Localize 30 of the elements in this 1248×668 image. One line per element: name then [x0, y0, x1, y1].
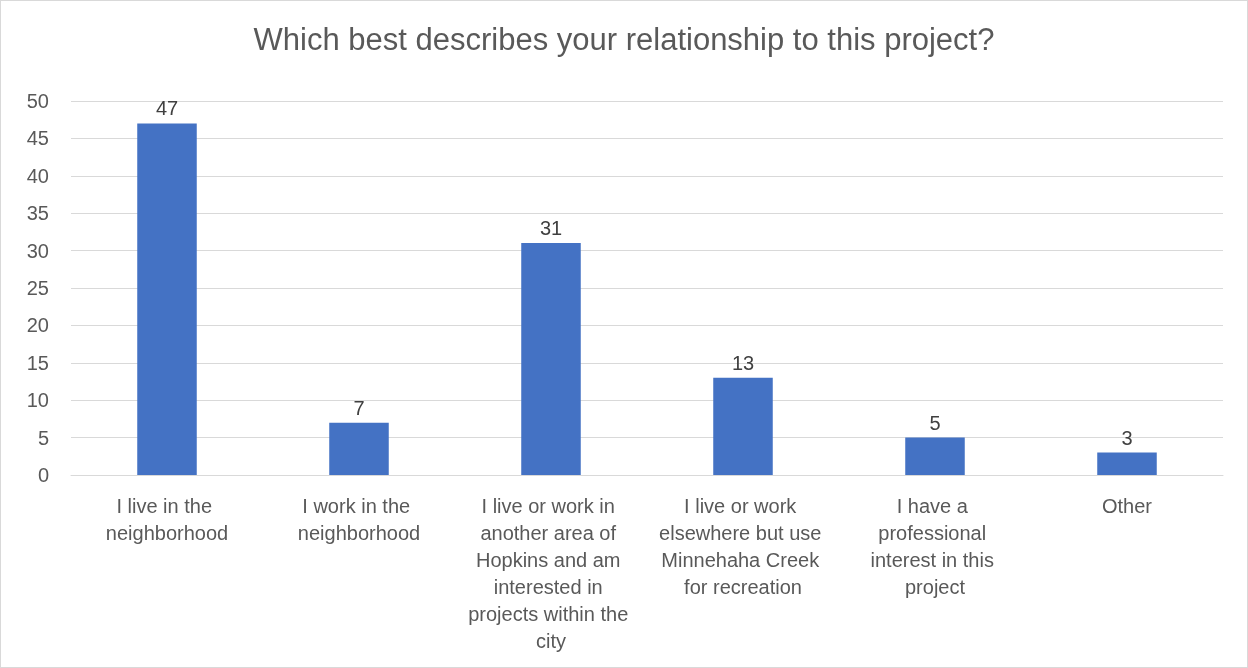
x-tick-label: I work in the neighborhood: [297, 494, 421, 544]
x-tick-label: I have a professional interest in this project: [870, 494, 1000, 598]
bar: [905, 437, 965, 475]
chart-title: Which best describes your relationship to this project?: [253, 22, 995, 57]
y-tick-label: 45: [26, 127, 49, 150]
x-tick-label: I live in the neighborhood: [105, 494, 229, 544]
y-tick-label: 15: [26, 351, 49, 374]
bar: [521, 243, 581, 475]
y-tick-label: 50: [26, 90, 49, 112]
bar: [1097, 452, 1157, 475]
x-tick-label: Other: [1101, 494, 1153, 517]
data-label: 13: [731, 351, 755, 374]
y-tick-label: 20: [26, 314, 49, 337]
bar: [137, 123, 197, 475]
data-label: 3: [1121, 426, 1133, 449]
y-tick-label: 5: [37, 426, 49, 449]
y-tick-label: 35: [26, 202, 49, 225]
x-tick-label: I live or work elsewhere but use Minnehaha Creek for recreation: [659, 494, 827, 598]
data-label: 5: [929, 411, 941, 434]
y-tick-label: 25: [26, 277, 49, 299]
data-label: 7: [353, 396, 365, 419]
y-tick-label: 10: [26, 389, 49, 412]
y-tick-label: 40: [26, 164, 49, 187]
bar: [713, 377, 773, 475]
data-label: 31: [539, 217, 563, 240]
data-label: 47: [155, 97, 179, 120]
y-tick-label: 30: [26, 239, 49, 262]
x-tick-label: I live or work in another area of Hopkins and am interested in projects within the city: [468, 494, 634, 652]
y-tick-label: 0: [37, 464, 49, 486]
bar: [329, 422, 389, 475]
